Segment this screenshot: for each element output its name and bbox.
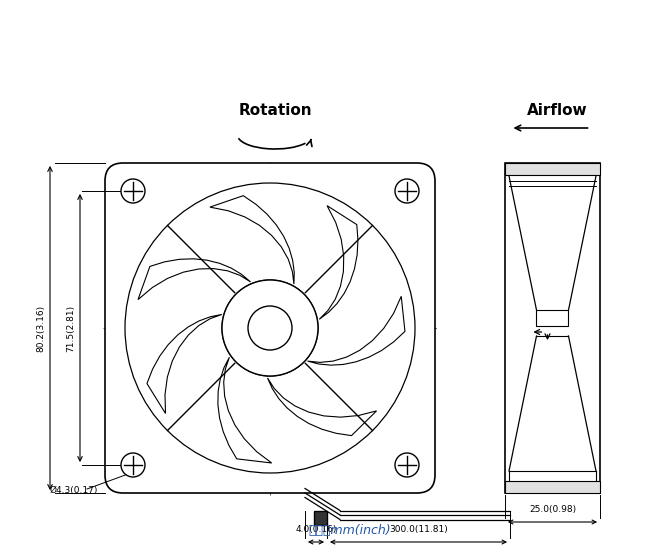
Bar (314, 511, 327, 525)
Polygon shape (218, 357, 272, 463)
FancyBboxPatch shape (105, 163, 435, 493)
Text: 71.5(2.81): 71.5(2.81) (66, 305, 75, 352)
Circle shape (395, 453, 419, 477)
Text: 300.0(11.81): 300.0(11.81) (389, 525, 448, 534)
Bar (536, 310, 569, 326)
Text: 单位：mm(inch): 单位：mm(inch) (309, 523, 391, 536)
Polygon shape (138, 259, 250, 300)
Polygon shape (267, 378, 377, 436)
Bar (505, 481, 600, 493)
Polygon shape (210, 196, 294, 284)
Text: 4.0(0.16): 4.0(0.16) (295, 525, 336, 534)
Text: Ø4.3(0.17): Ø4.3(0.17) (50, 487, 98, 495)
Text: 80.2(3.16): 80.2(3.16) (36, 305, 45, 352)
Bar (505, 163, 600, 493)
Bar (505, 163, 600, 175)
Circle shape (222, 280, 318, 376)
Circle shape (121, 453, 145, 477)
Circle shape (395, 179, 419, 203)
Text: Rotation: Rotation (238, 103, 312, 118)
Circle shape (121, 179, 145, 203)
Circle shape (248, 306, 292, 350)
Circle shape (222, 280, 318, 376)
Text: 25.0(0.98): 25.0(0.98) (529, 505, 576, 514)
Text: Airflow: Airflow (527, 103, 588, 118)
Polygon shape (307, 296, 405, 365)
Polygon shape (147, 315, 222, 414)
Polygon shape (319, 206, 358, 319)
